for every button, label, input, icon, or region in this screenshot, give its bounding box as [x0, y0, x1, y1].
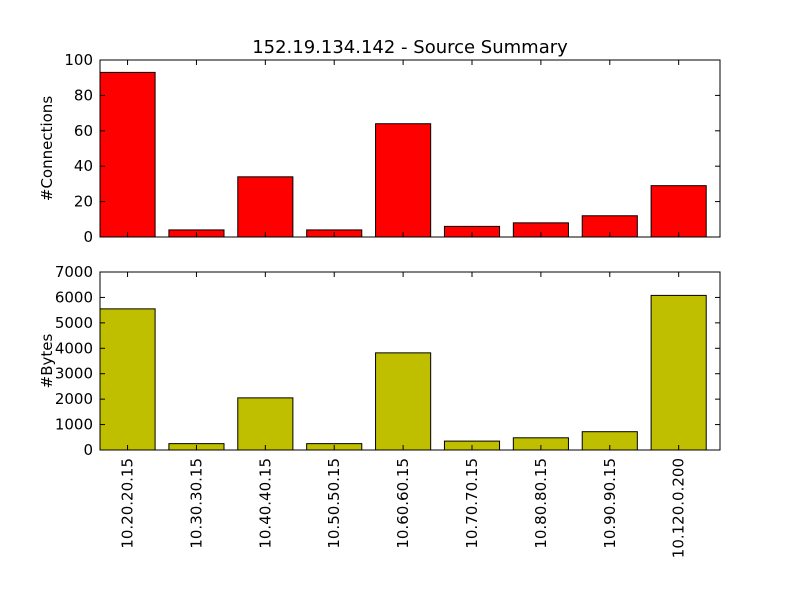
y-tick-label: 20 — [74, 193, 93, 211]
y-tick-label: 2000 — [55, 390, 93, 408]
y-tick-label: 1000 — [55, 416, 93, 434]
x-tick-label: 10.30.30.15 — [187, 458, 205, 549]
bar-10.120.0.200 — [650, 294, 707, 451]
chart-title: 152.19.134.142 - Source Summary — [252, 37, 568, 58]
y-axis-label: #Connections — [38, 96, 56, 201]
bar-10.40.40.15 — [237, 397, 294, 451]
bar-10.120.0.200 — [650, 185, 707, 238]
y-tick-label: 0 — [83, 228, 93, 246]
y-tick-label: 4000 — [55, 339, 93, 357]
bar-10.60.60.15 — [375, 123, 432, 238]
bar-10.20.20.15 — [99, 308, 156, 451]
x-tick-label: 10.50.50.15 — [325, 458, 343, 549]
y-tick-label: 80 — [74, 86, 93, 104]
y-tick-label: 5000 — [55, 314, 93, 332]
y-tick-label: 6000 — [55, 288, 93, 306]
x-tick-label: 10.70.70.15 — [463, 458, 481, 549]
bar-10.20.20.15 — [99, 71, 156, 238]
chart-panels: 0 20 40 60 80 100 #Connections 0 1000 2000 3000 400… — [38, 51, 721, 558]
y-tick-label: 60 — [74, 122, 93, 140]
panel-frame — [99, 271, 721, 451]
y-tick-label: 100 — [64, 51, 93, 69]
y-tick-label: 0 — [83, 441, 93, 459]
panel-frame — [99, 59, 721, 238]
y-tick-label: 3000 — [55, 365, 93, 383]
bar-10.40.40.15 — [237, 176, 294, 238]
x-tick-label: 10.80.80.15 — [532, 458, 550, 549]
x-tick-label: 10.90.90.15 — [601, 458, 619, 549]
y-tick-label: 7000 — [55, 263, 93, 281]
x-tick-label: 10.60.60.15 — [394, 458, 412, 549]
bar-10.60.60.15 — [375, 352, 432, 451]
panel-1: 0 20 40 60 80 100 #Connections — [38, 51, 721, 246]
y-tick-label: 40 — [74, 157, 93, 175]
x-tick-label: 10.40.40.15 — [256, 458, 274, 549]
y-axis-label: #Bytes — [38, 333, 56, 388]
x-tick-label: 10.120.0.200 — [670, 458, 688, 558]
panel-2: 0 1000 2000 3000 4000 5000 6000 7000 #Bytes — [38, 263, 721, 459]
x-tick-label: 10.20.20.15 — [119, 458, 137, 549]
